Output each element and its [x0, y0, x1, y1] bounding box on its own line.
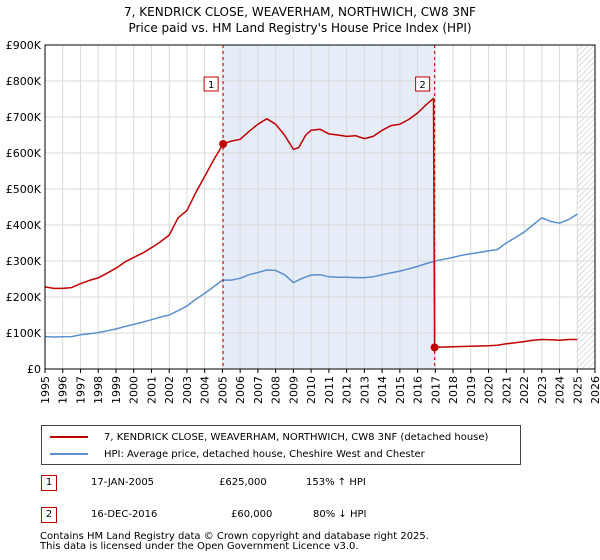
x-tick-label: 2019 [465, 376, 478, 404]
y-tick-label: £700K [6, 111, 42, 124]
x-tick-label: 2015 [394, 376, 407, 404]
x-tick-label: 1997 [74, 376, 87, 404]
x-tick-label: 2025 [571, 376, 584, 404]
sale-badge [415, 76, 431, 92]
x-tick-label: 2011 [323, 376, 336, 404]
transaction-badge: 2 [41, 507, 57, 523]
y-tick-label: £0 [27, 363, 41, 376]
transaction-date: 16-DEC-2016 [91, 509, 158, 520]
y-tick-label: £400K [6, 219, 42, 232]
chart-title-line-1: 7, KENDRICK CLOSE, WEAVERHAM, NORTHWICH,… [124, 5, 476, 19]
future-hatch [577, 45, 595, 369]
series-lines [44, 97, 578, 349]
y-tick-label: £500K [6, 183, 42, 196]
legend-label-property: 7, KENDRICK CLOSE, WEAVERHAM, NORTHWICH,… [104, 431, 489, 443]
plot-background [45, 45, 595, 369]
transaction-price: £625,000 [219, 477, 267, 488]
x-tick-label: 2022 [518, 376, 531, 404]
x-tick-label: 2024 [554, 376, 567, 404]
x-tick-label: 2000 [128, 376, 141, 404]
legend-label-hpi: HPI: Average price, detached house, Ches… [104, 448, 425, 460]
x-tick-label: 1995 [39, 376, 52, 404]
x-tick-label: 2012 [341, 376, 354, 404]
transaction-badge: 1 [41, 475, 57, 491]
y-tick-label: £200K [6, 291, 42, 304]
series-line-property [44, 97, 578, 349]
x-tick-label: 2016 [412, 376, 425, 404]
footer: Contains HM Land Registry data © Crown c… [40, 532, 429, 552]
plot-frame [44, 44, 596, 370]
x-tick-label: 2026 [589, 376, 600, 404]
x-tick-label: 2010 [305, 376, 318, 404]
chart-title: 7, KENDRICK CLOSE, WEAVERHAM, NORTHWICH,… [0, 4, 600, 36]
x-tick-label: 2017 [429, 376, 442, 404]
x-tick-label: 1996 [57, 376, 70, 404]
table-row: 1 17-JAN-2005 £625,000 153% ↑ HPI [41, 475, 561, 493]
y-tick-label: £900K [6, 39, 42, 52]
sale-badge-label: 1 [208, 80, 214, 91]
footer-line-2: This data is licensed under the Open Gov… [40, 541, 359, 552]
footer-line-1: Contains HM Land Registry data © Crown c… [40, 531, 429, 542]
y-tick-label: £600K [6, 147, 42, 160]
x-tick-label: 2006 [234, 376, 247, 404]
x-tick-label: 1998 [92, 376, 105, 404]
sale-badge-label: 2 [419, 80, 425, 91]
x-tick-label: 2002 [163, 376, 176, 404]
x-tick-label: 2005 [216, 376, 229, 404]
sale-point [430, 343, 439, 352]
legend-item-property: 7, KENDRICK CLOSE, WEAVERHAM, NORTHWICH,… [50, 429, 488, 445]
x-tick-label: 2023 [536, 376, 549, 404]
sale-point [219, 140, 228, 148]
chart-title-line-2: Price paid vs. HM Land Registry's House … [128, 21, 472, 35]
x-tick-label: 2008 [270, 376, 283, 404]
y-tick-label: £800K [6, 75, 42, 88]
x-tick-label: 1999 [110, 376, 123, 404]
legend: 7, KENDRICK CLOSE, WEAVERHAM, NORTHWICH,… [41, 425, 521, 465]
axes: £0 £100K £200K £300K £400K £500K £600K £700K £80… [6, 39, 600, 404]
transaction-date: 17-JAN-2005 [91, 477, 155, 488]
legend-swatch-red [50, 436, 88, 438]
transaction-hpi: 80% ↓ HPI [313, 509, 367, 520]
x-tick-label: 2001 [145, 376, 158, 404]
x-tick-label: 2021 [500, 376, 513, 404]
legend-item-hpi: HPI: Average price, detached house, Ches… [50, 446, 425, 462]
grid-lines [44, 44, 596, 370]
x-tick-label: 2007 [252, 376, 265, 404]
sale-badge [203, 76, 219, 92]
transaction-hpi: 153% ↑ HPI [306, 477, 366, 488]
transaction-price: £60,000 [231, 509, 273, 520]
x-tick-label: 2003 [181, 376, 194, 404]
legend-swatch-blue [50, 453, 88, 455]
y-tick-label: £100K [6, 327, 42, 340]
x-tick-label: 2009 [287, 376, 300, 404]
series-line-hpi [44, 213, 578, 338]
x-tick-label: 2004 [199, 376, 212, 404]
x-tick-label: 2018 [447, 376, 460, 404]
table-row: 2 16-DEC-2016 £60,000 80% ↓ HPI [41, 507, 561, 525]
x-tick-label: 2013 [358, 376, 371, 404]
x-tick-label: 2014 [376, 376, 389, 404]
x-tick-label: 2020 [483, 376, 496, 404]
y-tick-label: £300K [6, 255, 42, 268]
price-chart: £0 £100K £200K £300K £400K £500K £600K £700K £80… [6, 39, 600, 404]
